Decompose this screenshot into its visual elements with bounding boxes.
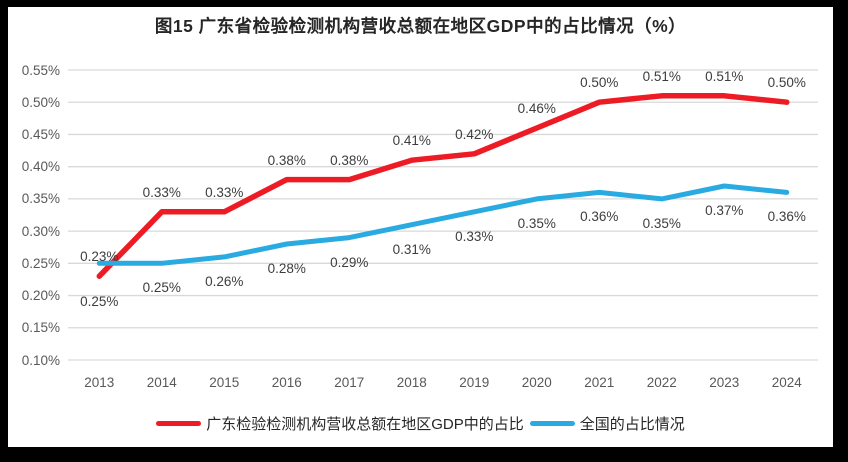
chart-title: 图15 广东省检验检测机构营收总额在地区GDP中的占比情况（%） bbox=[154, 16, 687, 36]
data-label: 0.41% bbox=[392, 133, 431, 149]
y-axis-tick-label: 0.25% bbox=[21, 255, 60, 271]
data-label: 0.38% bbox=[267, 152, 306, 168]
y-axis-tick-label: 0.40% bbox=[21, 159, 60, 175]
data-label: 0.35% bbox=[517, 215, 556, 231]
y-axis-tick-label: 0.15% bbox=[21, 320, 60, 336]
x-axis-tick-label: 2023 bbox=[709, 375, 740, 390]
x-axis-tick-label: 2022 bbox=[646, 375, 677, 390]
y-axis-tick-label: 0.20% bbox=[21, 288, 60, 304]
data-label: 0.50% bbox=[580, 75, 619, 91]
series-line-national bbox=[96, 183, 790, 266]
data-label: 0.46% bbox=[517, 101, 556, 116]
legend-swatch-national bbox=[529, 421, 575, 426]
y-axis-tick-label: 0.30% bbox=[21, 223, 60, 239]
data-label: 0.50% bbox=[767, 75, 806, 91]
series-line-guangdong bbox=[96, 93, 790, 279]
data-label: 0.28% bbox=[267, 261, 306, 276]
x-axis-tick-label: 2016 bbox=[271, 375, 302, 390]
x-axis-tick-label: 2019 bbox=[459, 375, 490, 390]
data-label: 0.37% bbox=[705, 203, 744, 218]
legend: 广东检验检测机构营收总额在地区GDP中的占比 全国的占比情况 bbox=[8, 413, 833, 434]
data-label: 0.25% bbox=[142, 280, 181, 296]
legend-item-guangdong: 广东检验检测机构营收总额在地区GDP中的占比 bbox=[156, 413, 524, 434]
data-label: 0.36% bbox=[580, 209, 619, 225]
x-axis-tick-label: 2013 bbox=[84, 375, 115, 390]
data-label: 0.25% bbox=[80, 294, 119, 310]
x-axis-tick-label: 2014 bbox=[146, 375, 177, 390]
data-label: 0.35% bbox=[642, 215, 681, 231]
y-axis-tick-label: 0.55% bbox=[21, 62, 60, 78]
data-label: 0.36% bbox=[767, 209, 806, 225]
data-label: 0.42% bbox=[455, 126, 494, 142]
x-axis-tick-label: 2017 bbox=[334, 375, 365, 390]
plot-canvas bbox=[68, 69, 818, 361]
y-axis-tick-label: 0.10% bbox=[21, 352, 60, 368]
legend-label-guangdong: 广东检验检测机构营收总额在地区GDP中的占比 bbox=[206, 416, 524, 433]
y-axis-tick-label: 0.35% bbox=[21, 191, 60, 207]
data-label: 0.51% bbox=[705, 68, 744, 84]
legend-label-national: 全国的占比情况 bbox=[579, 416, 685, 433]
data-label: 0.26% bbox=[205, 273, 244, 289]
data-label: 0.38% bbox=[330, 152, 369, 168]
legend-swatch-guangdong bbox=[156, 421, 202, 426]
x-axis-tick-label: 2020 bbox=[521, 375, 552, 390]
x-axis-tick-label: 2015 bbox=[209, 375, 240, 390]
x-axis-tick-label: 2018 bbox=[396, 375, 427, 390]
data-label: 0.33% bbox=[205, 184, 244, 200]
chart-area: 图15 广东省检验检测机构营收总额在地区GDP中的占比情况（%） 0.55% 0.… bbox=[8, 7, 833, 447]
y-axis-tick-label: 0.45% bbox=[21, 126, 60, 142]
data-label: 0.23% bbox=[80, 249, 119, 265]
data-label: 0.51% bbox=[642, 68, 681, 84]
data-label: 0.29% bbox=[330, 254, 369, 270]
x-axis-tick-label: 2024 bbox=[771, 375, 802, 390]
data-label: 0.31% bbox=[392, 241, 431, 257]
data-label: 0.33% bbox=[455, 228, 494, 244]
legend-item-national: 全国的占比情况 bbox=[529, 413, 685, 434]
y-axis-tick-label: 0.50% bbox=[21, 94, 60, 110]
x-axis-tick-label: 2021 bbox=[584, 375, 615, 390]
data-label: 0.33% bbox=[142, 184, 181, 200]
